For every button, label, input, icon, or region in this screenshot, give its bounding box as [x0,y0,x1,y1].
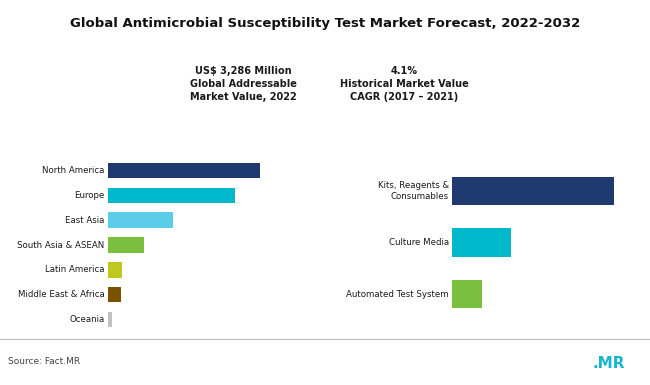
Bar [452,280,482,308]
Bar [108,262,122,278]
Bar [452,177,614,205]
Text: Automated Test System: Automated Test System [346,290,449,299]
Text: Market Split by Products, 2022: Market Split by Products, 2022 [396,136,578,146]
Text: US$ 3,286 Million
Global Addressable
Market Value, 2022: US$ 3,286 Million Global Addressable Mar… [190,66,297,102]
Text: Oceania: Oceania [69,315,105,324]
Text: East Asia: East Asia [65,216,105,224]
Bar [452,228,511,257]
Text: 4.1%
Historical Market Value
CAGR (2017 – 2021): 4.1% Historical Market Value CAGR (2017 … [340,66,469,102]
Bar [108,213,173,228]
Text: Global Antimicrobial Susceptibility Test Market Forecast, 2022-2032: Global Antimicrobial Susceptibility Test… [70,17,580,30]
Text: Fact: Fact [545,357,575,370]
Bar [108,237,144,253]
Bar [108,287,121,303]
Text: Source: Fact.MR: Source: Fact.MR [8,357,80,365]
Bar [108,163,260,178]
Text: South Asia & ASEAN: South Asia & ASEAN [17,241,105,249]
Text: Latin America: Latin America [45,265,105,275]
Text: Culture Media: Culture Media [389,238,449,247]
Text: 5.7%
Global Market Value CAGR
(2022 – 2032): 5.7% Global Market Value CAGR (2022 – 20… [10,66,155,102]
Text: Market Split by Regions, 2022: Market Split by Regions, 2022 [74,136,252,146]
Text: North America: North America [42,166,105,175]
Text: Kits, Reagents &
Consumables: Kits, Reagents & Consumables [378,181,449,201]
Text: .MR: .MR [593,355,625,370]
Text: Europe: Europe [74,191,105,200]
Bar [108,312,112,327]
Text: 55.7% Kits, Reagents &
Consumables Segment
under Products, Value
Share, 2021: 55.7% Kits, Reagents & Consumables Segme… [501,59,630,109]
Bar [108,187,235,203]
Text: Middle East & Africa: Middle East & Africa [18,290,105,299]
